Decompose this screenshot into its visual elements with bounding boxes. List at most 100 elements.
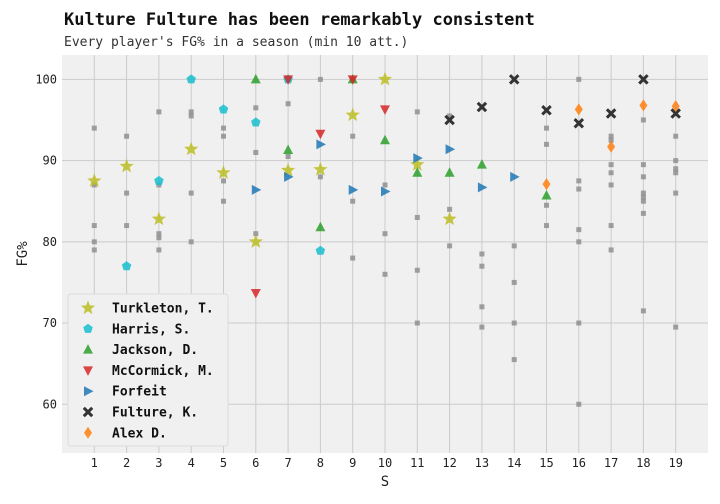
background-point bbox=[640, 117, 646, 123]
background-point bbox=[511, 320, 517, 326]
background-point bbox=[285, 101, 291, 107]
y-axis-label: FG% bbox=[15, 241, 31, 267]
legend-marker-triangle-down bbox=[83, 366, 93, 376]
background-point bbox=[576, 401, 582, 407]
background-point bbox=[317, 174, 323, 180]
background-point bbox=[640, 308, 646, 314]
legend-box bbox=[67, 293, 229, 447]
background-point bbox=[673, 166, 679, 172]
x-tick-label: 19 bbox=[668, 456, 682, 470]
background-point bbox=[91, 223, 97, 229]
background-point bbox=[640, 162, 646, 168]
y-tick-labels: 60 70 80 90 100 bbox=[35, 72, 57, 411]
background-point bbox=[124, 223, 130, 229]
background-point bbox=[479, 263, 485, 269]
background-point bbox=[156, 182, 162, 188]
background-point bbox=[124, 133, 130, 139]
x-tick-label: 8 bbox=[317, 456, 324, 470]
x-tick-label: 1 bbox=[91, 456, 98, 470]
background-point bbox=[350, 133, 356, 139]
data-point-x bbox=[508, 74, 520, 85]
legend-marker-pentagon bbox=[83, 323, 93, 333]
background-point bbox=[544, 223, 549, 229]
x-tick-label: 13 bbox=[475, 456, 489, 470]
data-point-star bbox=[216, 165, 231, 179]
background-point bbox=[576, 227, 582, 233]
data-point-triangle-up bbox=[476, 159, 487, 169]
chart-title: Kulture Fulture has been remarkably cons… bbox=[64, 10, 535, 30]
data-point-star bbox=[345, 107, 360, 122]
background-point bbox=[640, 174, 646, 180]
background-point bbox=[382, 182, 388, 188]
background-point bbox=[673, 133, 679, 139]
legend-label: Harris, S. bbox=[112, 322, 190, 337]
background-point bbox=[640, 190, 646, 196]
x-tick-label: 3 bbox=[155, 456, 162, 470]
x-tick-label: 15 bbox=[539, 456, 553, 470]
background-point bbox=[608, 247, 614, 253]
background-point bbox=[221, 133, 226, 139]
data-point-triangle-down bbox=[315, 129, 326, 140]
background-point bbox=[317, 76, 323, 82]
background-point bbox=[608, 223, 614, 229]
x-tick-label: 5 bbox=[220, 456, 227, 470]
legend-label: Turkleton, T. bbox=[112, 302, 214, 317]
x-tick-label: 12 bbox=[442, 456, 456, 470]
y-tick-label: 60 bbox=[43, 397, 57, 411]
legend-label: Forfeit bbox=[112, 385, 167, 400]
background-point bbox=[608, 137, 614, 143]
background-point bbox=[608, 162, 614, 168]
data-point-star bbox=[377, 71, 393, 86]
x-tick-label: 18 bbox=[636, 456, 650, 470]
background-point bbox=[608, 182, 614, 188]
data-point-triangle-right bbox=[413, 153, 423, 164]
background-point bbox=[640, 194, 646, 200]
background-point bbox=[156, 235, 162, 241]
background-point bbox=[511, 279, 517, 285]
data-point-triangle-up bbox=[541, 190, 552, 200]
data-point-triangle-down bbox=[380, 105, 390, 115]
background-point bbox=[414, 214, 420, 220]
background-point bbox=[479, 304, 485, 310]
background-point bbox=[414, 320, 420, 326]
background-point bbox=[511, 243, 517, 249]
background-point bbox=[673, 324, 679, 330]
data-point-triangle-up bbox=[412, 167, 423, 177]
background-point bbox=[285, 154, 291, 160]
background-point bbox=[414, 109, 420, 115]
background-point bbox=[253, 231, 259, 237]
data-point-diamond bbox=[542, 178, 551, 191]
legend-marker-x bbox=[82, 406, 94, 418]
data-point-star bbox=[410, 157, 425, 171]
data-point-pentagon bbox=[251, 117, 261, 127]
background-point bbox=[576, 320, 582, 326]
background-point bbox=[188, 190, 194, 196]
background-point bbox=[544, 202, 549, 208]
data-point-triangle-down bbox=[250, 288, 261, 299]
background-point bbox=[253, 149, 259, 155]
x-tick-label: 6 bbox=[252, 456, 259, 470]
data-point-star bbox=[313, 162, 328, 176]
background-point bbox=[608, 133, 614, 139]
y-tick-label: 100 bbox=[35, 72, 57, 86]
background-point bbox=[221, 198, 226, 204]
background-point bbox=[156, 247, 162, 253]
y-tick-label: 90 bbox=[43, 154, 57, 168]
legend-label: Jackson, D. bbox=[112, 343, 198, 358]
data-point-star bbox=[119, 158, 134, 173]
data-point-pentagon bbox=[218, 104, 229, 114]
background-point bbox=[221, 125, 226, 131]
background-point bbox=[673, 170, 679, 176]
background-point bbox=[350, 198, 356, 204]
background-point bbox=[479, 251, 485, 257]
x-tick-label: 9 bbox=[349, 456, 356, 470]
background-point bbox=[447, 113, 453, 119]
data-point-star bbox=[151, 211, 167, 226]
data-point-triangle-up bbox=[315, 221, 326, 232]
background-point bbox=[124, 190, 130, 196]
background-point bbox=[447, 206, 453, 212]
data-point-triangle-right bbox=[381, 186, 391, 197]
legend: Turkleton, T. Harris, S. Jackson, D. McCorm… bbox=[67, 293, 229, 447]
data-point-star bbox=[184, 141, 199, 156]
x-axis-label: S bbox=[381, 474, 389, 490]
